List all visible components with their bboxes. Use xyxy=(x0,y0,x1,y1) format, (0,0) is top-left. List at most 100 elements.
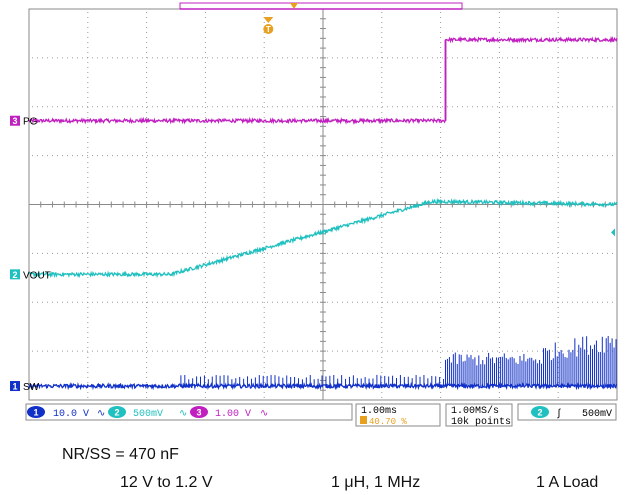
grid-dot xyxy=(542,106,543,108)
grid-dot xyxy=(532,350,533,352)
grid-dot xyxy=(204,37,206,38)
grid-dot xyxy=(272,57,273,59)
grid-dot xyxy=(367,106,368,108)
grid-dot xyxy=(32,57,33,59)
grid-dot xyxy=(112,57,113,59)
grid-dot xyxy=(382,350,383,352)
grid-dot xyxy=(440,297,442,298)
grid-dot xyxy=(498,232,500,233)
grid-dot xyxy=(146,277,148,278)
grid-dot xyxy=(87,87,89,88)
ch2-bw-icon: ∿ xyxy=(179,409,187,420)
grid-dot xyxy=(440,322,442,323)
grid-dot xyxy=(146,92,148,93)
grid-dot xyxy=(381,102,383,103)
grid-dot xyxy=(217,106,218,108)
grid-dot xyxy=(498,317,500,318)
grid-dot xyxy=(397,350,398,352)
grid-dot xyxy=(557,155,558,157)
grid-dot xyxy=(263,152,265,153)
grid-dot xyxy=(487,252,488,254)
grid-dot xyxy=(263,377,265,378)
grid-dot xyxy=(498,82,500,83)
grid-dot xyxy=(263,392,265,393)
ch3-scale: 1.00 V xyxy=(215,409,251,420)
grid-dot xyxy=(117,252,118,254)
grid-dot xyxy=(507,252,508,254)
grid-dot xyxy=(417,252,418,254)
grid-dot xyxy=(263,302,265,303)
grid-dot xyxy=(592,57,593,59)
grid-dot xyxy=(312,57,313,59)
grid-dot xyxy=(577,155,578,157)
grid-dot xyxy=(146,87,148,88)
grid-dot xyxy=(498,172,500,173)
grid-dot xyxy=(87,82,89,83)
grid-dot xyxy=(282,57,283,59)
grid-dot xyxy=(440,357,442,358)
grid-dot xyxy=(498,382,500,383)
grid-dot xyxy=(102,252,103,254)
grid-dot xyxy=(87,42,89,43)
grid-dot xyxy=(146,102,148,103)
grid-dot xyxy=(97,57,98,59)
grid-dot xyxy=(87,350,88,352)
grid-dot xyxy=(512,350,513,352)
grid-dot xyxy=(97,106,98,108)
grid-dot xyxy=(522,301,523,303)
grid-dot xyxy=(277,252,278,254)
grid-dot xyxy=(557,182,559,183)
grid-dot xyxy=(440,227,442,228)
grid-dot xyxy=(267,301,268,303)
grid-dot xyxy=(497,106,498,108)
grid-dot xyxy=(172,252,173,254)
grid-dot xyxy=(381,212,383,213)
grid-dot xyxy=(146,242,148,243)
grid-dot xyxy=(587,252,588,254)
grid-dot xyxy=(381,112,383,113)
grid-dot xyxy=(263,47,265,48)
grid-dot xyxy=(498,252,500,253)
grid-dot xyxy=(582,252,583,254)
grid-dot xyxy=(462,301,463,303)
grid-dot xyxy=(498,182,500,183)
grid-dot xyxy=(204,312,206,313)
grid-dot xyxy=(381,67,383,68)
grid-dot xyxy=(204,282,206,283)
grid-dot xyxy=(582,301,583,303)
grid-dot xyxy=(204,252,206,253)
grid-dot xyxy=(381,57,383,58)
grid-dot xyxy=(557,217,559,218)
grid-dot xyxy=(597,350,598,352)
grid-dot xyxy=(263,97,265,98)
grid-dot xyxy=(204,197,206,198)
grid-dot xyxy=(62,252,63,254)
grid-dot xyxy=(204,297,206,298)
grid-dot xyxy=(440,217,442,218)
grid-dot xyxy=(312,155,313,157)
grid-dot xyxy=(557,262,559,263)
grid-dot xyxy=(262,57,263,59)
grid-dot xyxy=(146,182,148,183)
grid-dot xyxy=(402,252,403,254)
grid-dot xyxy=(557,102,559,103)
grid-dot xyxy=(32,350,33,352)
grid-dot xyxy=(387,155,388,157)
grid-dot xyxy=(381,52,383,53)
grid-dot xyxy=(498,92,500,93)
grid-dot xyxy=(440,127,442,128)
grid-dot xyxy=(557,342,559,343)
grid-dot xyxy=(242,155,243,157)
grid-dot xyxy=(498,242,500,243)
grid-dot xyxy=(263,217,265,218)
grid-dot xyxy=(42,252,43,254)
grid-dot xyxy=(517,350,518,352)
grid-dot xyxy=(440,57,442,58)
grid-dot xyxy=(263,277,265,278)
channel-chip-label: 2 xyxy=(537,408,542,418)
grid-dot xyxy=(422,301,423,303)
grid-dot xyxy=(362,350,363,352)
grid-dot xyxy=(437,252,438,254)
grid-dot xyxy=(382,252,383,254)
grid-dot xyxy=(87,377,89,378)
